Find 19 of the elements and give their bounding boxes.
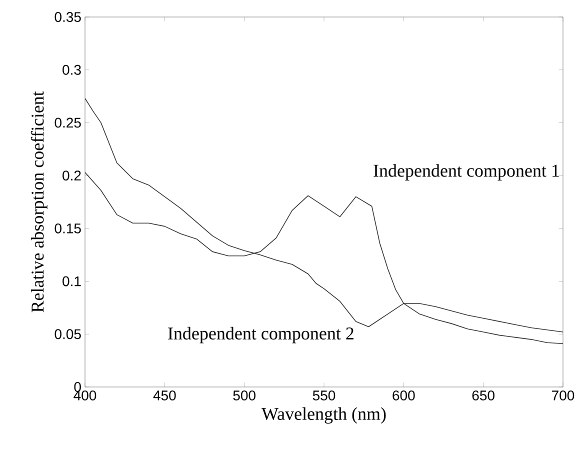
- x-tick-label: 550: [312, 390, 336, 400]
- y-axis-title: Relative absorption coefficient: [30, 91, 48, 312]
- y-tick-label: 0.2: [62, 170, 81, 181]
- x-tick-label: 650: [472, 390, 494, 400]
- x-tick-label: 600: [392, 390, 415, 400]
- y-tick-label: 0.05: [54, 329, 81, 340]
- x-tick-label: 500: [233, 390, 256, 400]
- x-tick-label: 400: [74, 390, 96, 400]
- y-tick-label: 0.15: [54, 223, 81, 234]
- y-tick-label: 0.25: [54, 118, 81, 128]
- x-tick-label: 700: [552, 390, 574, 400]
- y-tick-label: 0: [74, 382, 81, 392]
- y-tick-label: 0.35: [54, 12, 81, 22]
- x-axis-title: Wavelength (nm): [262, 407, 386, 424]
- series-label: Independent component 1: [374, 164, 559, 180]
- y-tick-label: 0.3: [62, 64, 81, 75]
- y-tick-label: 0.1: [62, 276, 81, 286]
- x-tick-label: 450: [153, 390, 176, 400]
- series-label: Independent component 2: [168, 326, 354, 344]
